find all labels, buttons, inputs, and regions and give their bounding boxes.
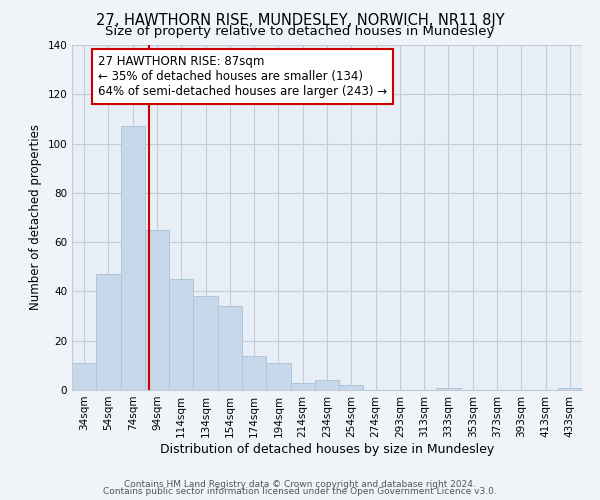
Text: Contains public sector information licensed under the Open Government Licence v3: Contains public sector information licen… [103,487,497,496]
Bar [339,385,364,390]
X-axis label: Distribution of detached houses by size in Mundesley: Distribution of detached houses by size … [160,442,494,456]
Bar [558,388,582,390]
Bar [96,274,121,390]
Text: 27, HAWTHORN RISE, MUNDESLEY, NORWICH, NR11 8JY: 27, HAWTHORN RISE, MUNDESLEY, NORWICH, N… [95,12,505,28]
Bar [266,363,290,390]
Bar [218,306,242,390]
Text: Contains HM Land Registry data © Crown copyright and database right 2024.: Contains HM Land Registry data © Crown c… [124,480,476,489]
Bar [169,279,193,390]
Bar [242,356,266,390]
Bar [121,126,145,390]
Bar [315,380,339,390]
Text: 27 HAWTHORN RISE: 87sqm
← 35% of detached houses are smaller (134)
64% of semi-d: 27 HAWTHORN RISE: 87sqm ← 35% of detache… [97,55,386,98]
Text: Size of property relative to detached houses in Mundesley: Size of property relative to detached ho… [106,25,494,38]
Bar [72,363,96,390]
Y-axis label: Number of detached properties: Number of detached properties [29,124,42,310]
Bar [145,230,169,390]
Bar [193,296,218,390]
Bar [290,382,315,390]
Bar [436,388,461,390]
